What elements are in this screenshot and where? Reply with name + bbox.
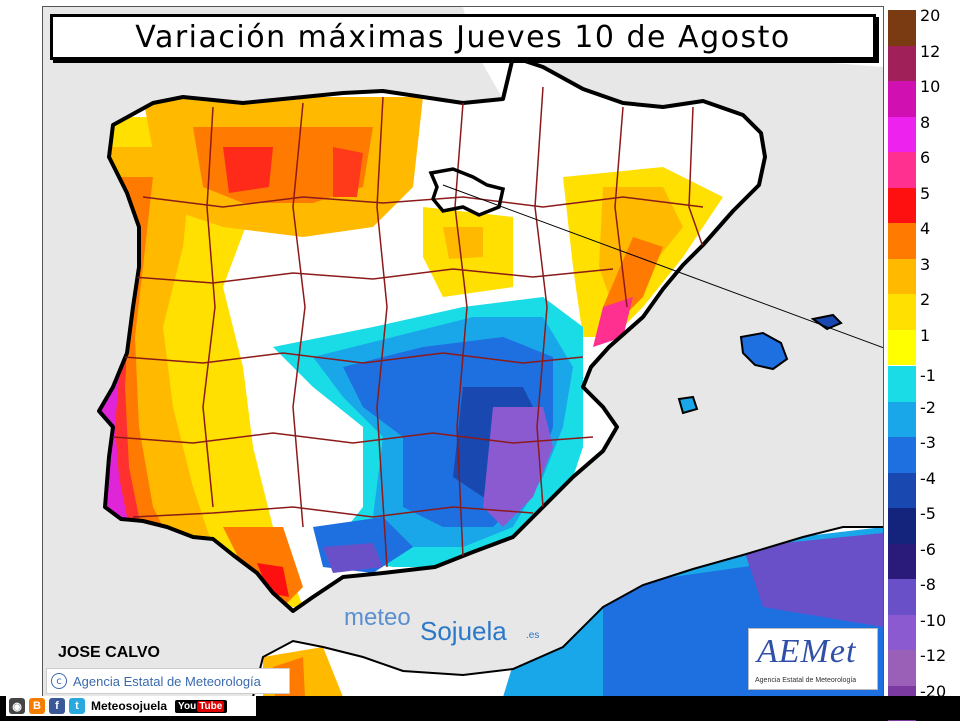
watermark-domain: .es <box>526 630 539 641</box>
youtube-label: You <box>178 701 196 712</box>
legend-swatch-6 <box>888 152 916 188</box>
aemet-logo-word: AEMet <box>757 633 856 671</box>
legend-label-5: 5 <box>920 184 930 203</box>
legend-swatch-20 <box>888 10 916 46</box>
legend-label-3: 3 <box>920 255 930 274</box>
author-credit: JOSE CALVO <box>58 644 160 662</box>
legend-label-10: 10 <box>920 77 940 96</box>
temperature-variation-map <box>43 7 883 697</box>
legend-label--6: -6 <box>920 540 936 559</box>
legend-swatch-10 <box>888 81 916 117</box>
legend-label--1: -1 <box>920 366 936 385</box>
legend-swatch-12 <box>888 46 916 82</box>
legend-label-1: 1 <box>920 326 930 345</box>
legend-label-6: 6 <box>920 148 930 167</box>
aemet-logo: AEMet Agencia Estatal de Meteorología <box>748 628 878 690</box>
social-handle[interactable]: Meteosojuela <box>91 699 167 713</box>
title-box: Variación máximas Jueves 10 de Agosto <box>50 14 876 60</box>
legend-swatch--2 <box>888 402 916 438</box>
legend-swatch--8 <box>888 579 916 615</box>
map-panel <box>42 6 884 698</box>
legend-label--4: -4 <box>920 469 936 488</box>
balearic-islands <box>679 315 841 413</box>
legend-label--12: -12 <box>920 646 946 665</box>
legend-swatch--12 <box>888 650 916 686</box>
legend-swatch--10 <box>888 615 916 651</box>
watermark-logo: meteo Sojuela .es <box>344 604 564 644</box>
legend-label-2: 2 <box>920 290 930 309</box>
watermark-meteo: meteo <box>344 604 411 632</box>
legend-swatch-3 <box>888 259 916 295</box>
facebook-icon[interactable]: f <box>49 698 65 714</box>
copyright-icon: c <box>51 673 67 689</box>
legend-label--2: -2 <box>920 398 936 417</box>
legend-swatch--5 <box>888 508 916 544</box>
legend-swatch-8 <box>888 117 916 153</box>
legend-swatch--3 <box>888 437 916 473</box>
aemet-logo-subtitle: Agencia Estatal de Meteorología <box>755 677 856 684</box>
legend-label--10: -10 <box>920 611 946 630</box>
legend-swatch--1 <box>888 366 916 402</box>
blogger-icon[interactable]: B <box>29 698 45 714</box>
legend-label-12: 12 <box>920 42 940 61</box>
legend-swatch-1 <box>888 330 916 366</box>
legend-swatch--4 <box>888 473 916 509</box>
legend-label--8: -8 <box>920 575 936 594</box>
legend-label--3: -3 <box>920 433 936 452</box>
youtube-label-tube: Tube <box>197 701 224 712</box>
watermark-sojuela: Sojuela <box>420 616 507 647</box>
agency-credit-box: c Agencia Estatal de Meteorología <box>46 668 290 694</box>
map-title: Variación máximas Jueves 10 de Agosto <box>135 20 790 55</box>
legend-swatch-4 <box>888 223 916 259</box>
legend-label--5: -5 <box>920 504 936 523</box>
legend-label-8: 8 <box>920 113 930 132</box>
legend-swatch--6 <box>888 544 916 580</box>
legend-swatch-5 <box>888 188 916 224</box>
legend-label-4: 4 <box>920 219 930 238</box>
twitter-icon[interactable]: t <box>69 698 85 714</box>
agency-credit-text: Agencia Estatal de Meteorología <box>73 674 261 689</box>
legend-label-20: 20 <box>920 6 940 25</box>
camera-icon[interactable]: ◉ <box>9 698 25 714</box>
legend-swatch-2 <box>888 294 916 330</box>
